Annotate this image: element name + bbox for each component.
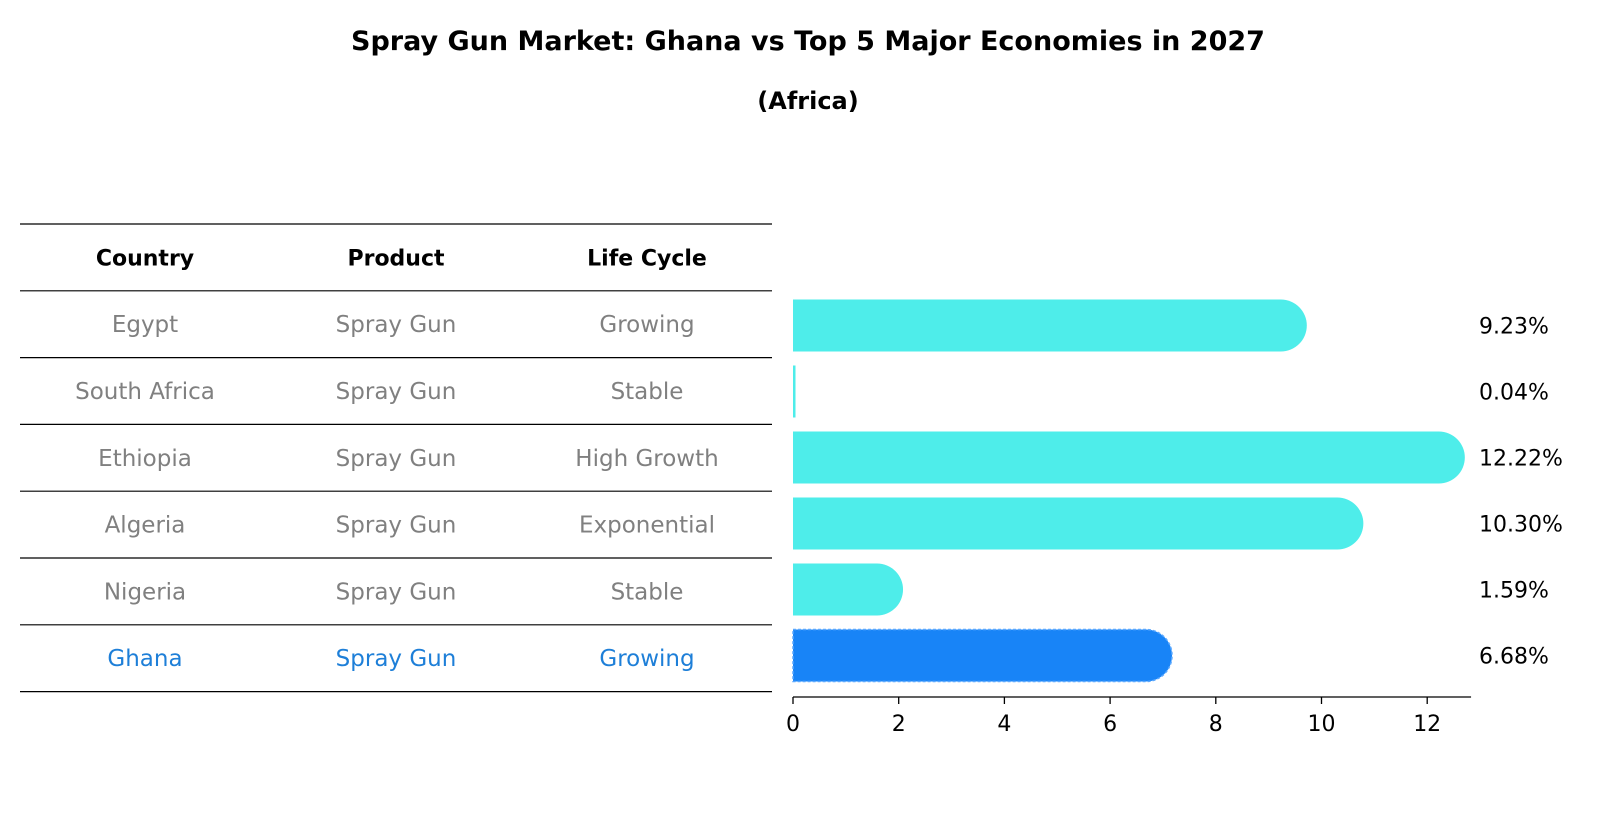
table-cell-product: Spray Gun — [336, 446, 457, 472]
table-cell-product: Spray Gun — [336, 646, 457, 672]
table-cell-life-cycle: Stable — [611, 579, 684, 605]
table-cell-life-cycle: Growing — [599, 646, 694, 672]
table-header-cell: Life Cycle — [587, 246, 707, 271]
bar-egypt — [793, 299, 1307, 352]
table-cell-country: Ethiopia — [98, 446, 192, 472]
table-header-cell: Country — [96, 246, 194, 271]
value-label: 0.04% — [1479, 381, 1549, 406]
table-cell-country: Algeria — [105, 513, 186, 539]
table-cell-life-cycle: Growing — [599, 312, 694, 338]
value-label: 10.30% — [1479, 513, 1563, 538]
data-table: Country Product Life Cycle Egypt Spray Gun Gr… — [20, 223, 772, 693]
table-cell-life-cycle: High Growth — [575, 446, 718, 472]
x-tick-label: 6 — [1103, 712, 1117, 737]
table-cell-product: Spray Gun — [336, 513, 457, 539]
table-cell-product: Spray Gun — [336, 379, 457, 405]
table-cell-product: Spray Gun — [336, 579, 457, 605]
value-label: 6.68% — [1479, 645, 1549, 670]
x-axis: 0 2 4 6 8 10 12 — [786, 696, 1472, 737]
bar-south-africa — [793, 365, 796, 418]
x-tick-label: 0 — [786, 712, 800, 737]
bar-series — [792, 299, 1465, 683]
value-labels: 9.23% 0.04% 12.22% 10.30% 1.59% 6.68% — [1479, 315, 1563, 670]
table-cell-life-cycle: Stable — [611, 379, 684, 405]
x-tick-label: 10 — [1308, 712, 1336, 737]
x-tick-label: 2 — [892, 712, 906, 737]
table-cell-country: Ghana — [107, 646, 182, 672]
chart-title: Spray Gun Market: Ghana vs Top 5 Major E… — [351, 26, 1265, 57]
x-tick-label: 8 — [1209, 712, 1223, 737]
value-label: 1.59% — [1479, 579, 1549, 604]
chart-subtitle: (Africa) — [757, 87, 858, 115]
table-cell-life-cycle: Exponential — [579, 513, 715, 539]
table-cell-country: Egypt — [112, 312, 178, 338]
bar-ghana — [792, 628, 1173, 683]
table-cell-product: Spray Gun — [336, 312, 457, 338]
bar-nigeria — [793, 563, 904, 616]
table-cell-country: Nigeria — [104, 579, 186, 605]
bar-algeria — [793, 497, 1364, 550]
x-tick-label: 12 — [1413, 712, 1441, 737]
bar-ethiopia — [793, 431, 1465, 484]
value-label: 9.23% — [1479, 315, 1549, 340]
value-label: 12.22% — [1479, 447, 1563, 472]
table-cell-country: South Africa — [75, 379, 215, 405]
table-header-cell: Product — [347, 246, 445, 271]
x-tick-label: 4 — [997, 712, 1011, 737]
